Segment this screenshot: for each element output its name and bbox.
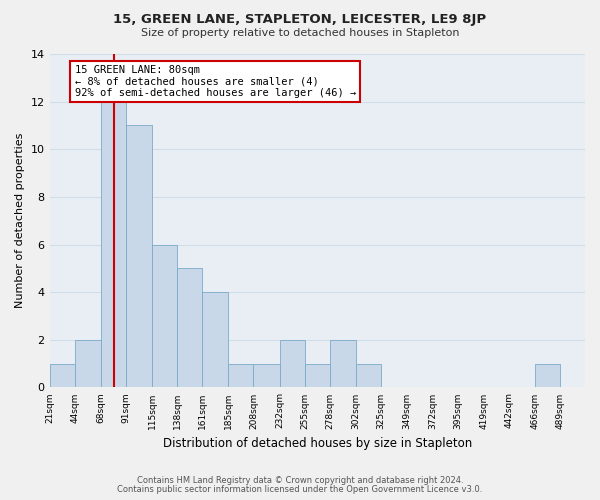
- X-axis label: Distribution of detached houses by size in Stapleton: Distribution of detached houses by size …: [163, 437, 472, 450]
- Bar: [253, 364, 280, 388]
- Bar: [202, 292, 229, 388]
- Bar: [152, 244, 177, 388]
- Bar: [126, 126, 152, 388]
- Bar: [535, 364, 560, 388]
- Bar: [177, 268, 202, 388]
- Bar: [229, 364, 253, 388]
- Bar: [305, 364, 330, 388]
- Bar: [101, 102, 126, 388]
- Text: 15, GREEN LANE, STAPLETON, LEICESTER, LE9 8JP: 15, GREEN LANE, STAPLETON, LEICESTER, LE…: [113, 12, 487, 26]
- Bar: [74, 340, 101, 388]
- Text: Contains HM Land Registry data © Crown copyright and database right 2024.: Contains HM Land Registry data © Crown c…: [137, 476, 463, 485]
- Bar: [356, 364, 381, 388]
- Bar: [330, 340, 356, 388]
- Y-axis label: Number of detached properties: Number of detached properties: [15, 133, 25, 308]
- Text: 15 GREEN LANE: 80sqm
← 8% of detached houses are smaller (4)
92% of semi-detache: 15 GREEN LANE: 80sqm ← 8% of detached ho…: [74, 64, 356, 98]
- Text: Size of property relative to detached houses in Stapleton: Size of property relative to detached ho…: [141, 28, 459, 38]
- Bar: [50, 364, 74, 388]
- Bar: [280, 340, 305, 388]
- Text: Contains public sector information licensed under the Open Government Licence v3: Contains public sector information licen…: [118, 484, 482, 494]
